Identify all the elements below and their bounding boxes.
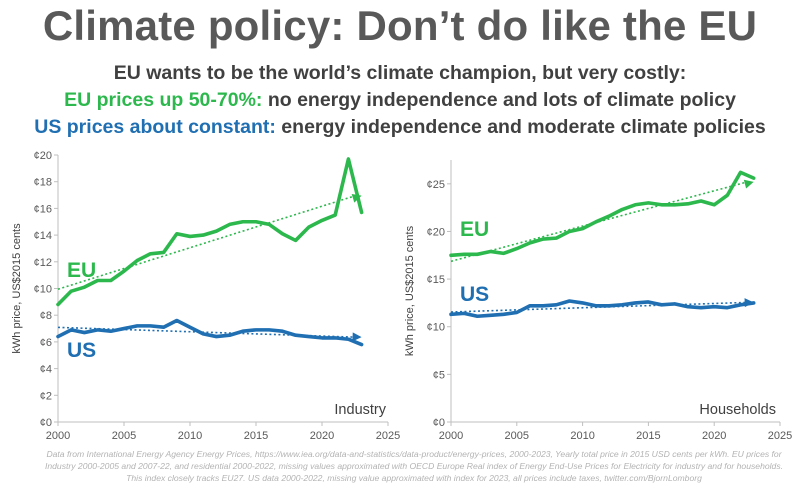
households-y-tick-label: ¢10 <box>427 322 445 334</box>
us-explanation: energy independence and moderate climate… <box>275 116 766 138</box>
industry-y-tick-label: ¢20 <box>34 150 52 162</box>
households-x-tick-label: 2010 <box>570 430 594 442</box>
industry-us-series-label: US <box>67 339 96 362</box>
industry-x-tick-label: 2020 <box>310 430 334 442</box>
households-x-tick-label: 2025 <box>768 430 792 442</box>
industry-x-tick-label: 2025 <box>376 430 400 442</box>
households-y-tick-label: ¢20 <box>427 226 445 238</box>
eu-highlight: EU prices up 50-70%: <box>64 89 263 111</box>
households-y-tick-label: ¢25 <box>427 179 445 191</box>
industry-eu-trend-line <box>57 194 356 290</box>
households-y-tick-label: ¢5 <box>433 369 445 381</box>
industry-x-tick-label: 2005 <box>112 430 136 442</box>
households-eu-series-line <box>449 170 756 258</box>
households-y-tick-label: ¢0 <box>433 417 445 429</box>
industry-y-tick-label: ¢18 <box>34 177 52 189</box>
households-x-tick-label: 2015 <box>636 430 660 442</box>
households-eu-trend-arrowhead <box>743 179 754 189</box>
industry-us-series-line <box>56 318 364 347</box>
industry-x-tick-label: 2015 <box>244 430 268 442</box>
households-x-tick-label: 2005 <box>505 430 529 442</box>
industry-y-tick-label: ¢10 <box>34 284 52 296</box>
subtitle-line-1: EU wants to be the world’s climate champ… <box>113 62 687 84</box>
industry-x-tick-label: 2010 <box>178 430 202 442</box>
industry-x-tick-label: 2000 <box>46 430 70 442</box>
industry-panel-label: Industry <box>334 402 386 418</box>
industry-eu-series-line <box>56 157 364 307</box>
page-title: Climate policy: Don’t do like the EU <box>42 2 758 49</box>
industry-y-tick-label: ¢4 <box>40 364 52 376</box>
industry-y-tick-label: ¢0 <box>40 417 52 429</box>
source-footnote: Data from International Energy Agency En… <box>44 449 784 483</box>
industry-us-trend-arrowhead <box>352 332 362 342</box>
industry-y-axis-label: kWh price, US$2015 cents <box>11 223 23 354</box>
households-us-series-line <box>449 299 756 319</box>
industry-y-tick-label: ¢6 <box>40 337 52 349</box>
industry-eu-series-label: EU <box>67 259 96 282</box>
households-x-tick-label: 2020 <box>702 430 726 442</box>
us-highlight: US prices about constant: <box>34 116 276 138</box>
households-us-series-label: US <box>460 283 489 306</box>
industry-y-tick-label: ¢12 <box>34 257 52 269</box>
eu-explanation: no energy independence and lots of clima… <box>262 89 736 111</box>
households-x-tick-label: 2000 <box>439 430 463 442</box>
households-eu-series-label: EU <box>460 218 489 241</box>
industry-y-tick-label: ¢8 <box>40 310 52 322</box>
industry-y-tick-label: ¢2 <box>40 390 52 402</box>
subtitle-line-2: EU prices up 50-70%: no energy independe… <box>0 89 800 112</box>
industry-y-tick-label: ¢16 <box>34 203 52 215</box>
subtitle-line-3: US prices about constant: energy indepen… <box>0 116 800 139</box>
households-y-tick-label: ¢15 <box>427 274 445 286</box>
industry-y-tick-label: ¢14 <box>34 230 52 242</box>
households-panel-label: Households <box>699 402 776 418</box>
charts-area: ¢0 ¢2 ¢4 ¢6 ¢8 ¢10 ¢12 ¢14 ¢16 ¢18 ¢20 2000 2005 2010… <box>11 150 792 442</box>
households-y-axis-label: kWh price, US$2015 cents <box>404 225 416 356</box>
